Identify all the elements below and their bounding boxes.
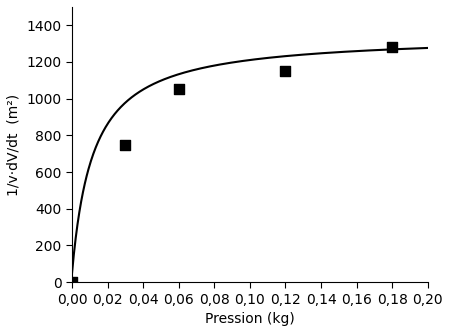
Point: [68, 279, 76, 285]
X-axis label: Pression (kg): Pression (kg): [205, 312, 295, 326]
Point: [122, 142, 129, 147]
Point: [282, 69, 289, 74]
Point: [388, 45, 396, 50]
Point: [175, 87, 182, 92]
Y-axis label: 1/v·dV/dt  (m²): 1/v·dV/dt (m²): [7, 94, 21, 195]
